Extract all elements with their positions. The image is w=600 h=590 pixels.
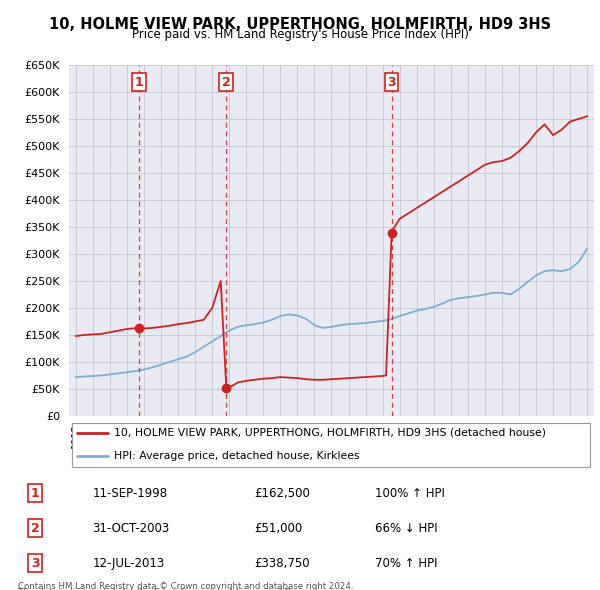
Text: 11-SEP-1998: 11-SEP-1998 (92, 487, 168, 500)
Text: £338,750: £338,750 (254, 556, 310, 569)
Text: This data is licensed under the Open Government Licence v3.0.: This data is licensed under the Open Gov… (18, 588, 293, 590)
Text: 10, HOLME VIEW PARK, UPPERTHONG, HOLMFIRTH, HD9 3HS: 10, HOLME VIEW PARK, UPPERTHONG, HOLMFIR… (49, 17, 551, 31)
Text: 2: 2 (222, 76, 231, 88)
Text: 100% ↑ HPI: 100% ↑ HPI (375, 487, 445, 500)
Text: 70% ↑ HPI: 70% ↑ HPI (375, 556, 437, 569)
Text: 31-OCT-2003: 31-OCT-2003 (92, 522, 170, 535)
Text: 12-JUL-2013: 12-JUL-2013 (92, 556, 165, 569)
Text: 3: 3 (31, 556, 40, 569)
Text: 1: 1 (31, 487, 40, 500)
Text: 10, HOLME VIEW PARK, UPPERTHONG, HOLMFIRTH, HD9 3HS (detached house): 10, HOLME VIEW PARK, UPPERTHONG, HOLMFIR… (113, 428, 545, 438)
Text: 2: 2 (31, 522, 40, 535)
Text: HPI: Average price, detached house, Kirklees: HPI: Average price, detached house, Kirk… (113, 451, 359, 461)
Text: £162,500: £162,500 (254, 487, 310, 500)
Text: 1: 1 (134, 76, 143, 88)
Text: 3: 3 (388, 76, 396, 88)
Text: £51,000: £51,000 (254, 522, 302, 535)
FancyBboxPatch shape (71, 422, 590, 467)
Text: Contains HM Land Registry data © Crown copyright and database right 2024.: Contains HM Land Registry data © Crown c… (18, 582, 353, 590)
Text: 66% ↓ HPI: 66% ↓ HPI (375, 522, 437, 535)
Text: Price paid vs. HM Land Registry's House Price Index (HPI): Price paid vs. HM Land Registry's House … (131, 28, 469, 41)
